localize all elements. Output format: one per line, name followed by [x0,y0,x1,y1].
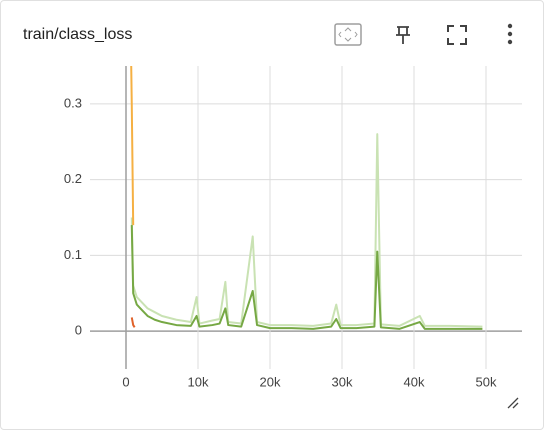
resize-icon[interactable] [507,397,519,409]
y-tick-label: 0 [75,323,82,338]
series-line [130,317,136,328]
x-tick-label: 10k [188,374,209,389]
x-tick-label: 0 [122,374,129,389]
chart-title: train/class_loss [23,26,132,43]
x-tick-label: 30k [332,374,353,389]
y-tick-label: 0.2 [64,171,82,186]
x-tick-label: 50k [476,374,497,389]
series-line [130,225,483,330]
more-icon[interactable] [507,23,513,45]
y-tick-label: 0.1 [64,247,82,262]
series-line [130,66,135,226]
x-tick-label: 20k [260,374,281,389]
y-tick-label: 0.3 [64,95,82,110]
fullscreen-icon[interactable] [447,25,467,45]
plot-area [130,66,483,330]
fit-icon[interactable] [334,23,362,46]
series-line [130,133,483,328]
x-tick-label: 40k [404,374,425,389]
pin-icon[interactable] [396,26,410,44]
